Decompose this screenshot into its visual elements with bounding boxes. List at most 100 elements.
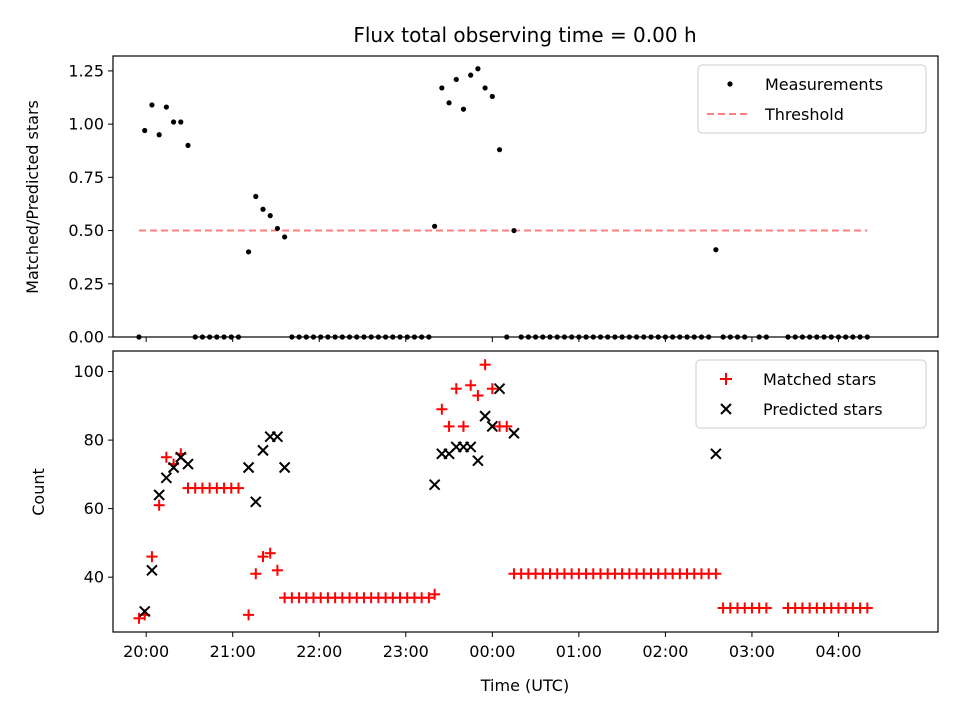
measurement-point: [354, 334, 360, 340]
predicted-star-point: [486, 420, 499, 433]
predicted-star-point: [250, 496, 262, 508]
predicted-star-point: [146, 564, 158, 577]
measurement-point: [814, 334, 820, 340]
measurement-point: [540, 334, 546, 340]
matched-star-point: [133, 612, 145, 624]
measurement-point: [727, 334, 733, 340]
matched-star-point: [436, 403, 448, 415]
x-tick-label: 20:00: [123, 642, 169, 661]
measurement-point: [561, 334, 568, 340]
matched-star-point: [760, 602, 772, 614]
measurement-point: [235, 334, 242, 340]
top-x-ticks: [145, 337, 839, 342]
y-tick-label: 40: [84, 568, 104, 587]
measurement-point: [792, 334, 798, 340]
bottom-plot-frame: [112, 350, 939, 633]
measurement-point: [576, 334, 582, 340]
top-plot-frame: [112, 55, 939, 338]
predicted-star-point: [479, 410, 491, 422]
measurement-point: [303, 334, 309, 340]
measurement-point: [821, 334, 827, 340]
measurement-point: [460, 106, 467, 112]
matched-stars-layer: [133, 359, 873, 624]
measurement-point: [496, 147, 503, 153]
measurement-point: [274, 225, 281, 232]
measurement-point: [633, 334, 640, 340]
measurement-point: [346, 334, 353, 340]
x-tick-label: 02:00: [642, 642, 688, 661]
predicted-star-point: [182, 458, 194, 470]
measurement-point: [742, 334, 748, 340]
measurement-point: [525, 334, 531, 340]
measurement-point: [713, 247, 719, 253]
measurement-point: [375, 334, 381, 340]
matched-star-point: [423, 592, 435, 604]
x-tick-label: 04:00: [815, 642, 861, 661]
bottom-legend-box: [695, 359, 927, 429]
measurement-point: [547, 334, 553, 340]
bottom-panel: 40 60 80 100 20:00 21:00 22:00 23:00 00:00 01:00…: [29, 350, 939, 695]
measurement-point: [518, 334, 524, 340]
measurement-point: [214, 334, 220, 340]
x-tick-label: 22:00: [296, 642, 342, 661]
matched-star-point: [450, 383, 462, 395]
measurement-point: [310, 334, 317, 340]
measurement-point: [426, 334, 432, 340]
measurement-point: [267, 213, 273, 219]
measurement-point: [332, 334, 338, 340]
matched-star-point: [146, 551, 158, 563]
matched-star-point: [465, 379, 477, 391]
predicted-star-point: [472, 454, 484, 467]
predicted-stars-layer: [139, 382, 722, 618]
measurement-point: [554, 334, 560, 340]
measurement-point: [569, 334, 575, 340]
measurement-point: [482, 85, 488, 91]
measurement-point: [799, 334, 806, 340]
measurement-point: [532, 334, 539, 340]
measurement-point: [706, 334, 712, 340]
measurement-point: [136, 334, 142, 340]
measurement-point: [339, 334, 345, 340]
predicted-star-point: [139, 605, 151, 618]
x-tick-label: 03:00: [729, 642, 775, 661]
predicted-star-point: [160, 472, 173, 484]
x-axis-label: Time (UTC): [480, 676, 569, 695]
measurement-point: [411, 334, 418, 340]
x-tick-label: 21:00: [210, 642, 256, 661]
matched-star-point: [429, 588, 441, 600]
measurement-point: [612, 334, 618, 340]
measurement-point: [626, 334, 632, 340]
measurement-point: [785, 334, 791, 340]
measurement-point: [178, 119, 184, 125]
measurement-point: [670, 334, 676, 340]
measurement-point: [583, 334, 589, 340]
measurement-point: [691, 334, 697, 340]
matched-star-point: [472, 390, 484, 402]
measurement-point: [590, 334, 596, 340]
measurements-layer: [136, 66, 870, 340]
measurements-legend-marker: [727, 81, 733, 87]
measurement-point: [192, 334, 198, 340]
x-tick-label: 00:00: [469, 642, 515, 661]
measurement-point: [221, 334, 227, 340]
measurement-point: [439, 85, 445, 91]
matched-star-point: [861, 602, 873, 614]
measurement-point: [207, 334, 213, 340]
matched-star-point: [501, 420, 513, 432]
measurement-point: [698, 334, 705, 340]
measurements-legend-label: Measurements: [765, 75, 883, 94]
predicted-stars-legend-marker: [720, 403, 732, 415]
chart-title: Flux total observing time = 0.00 h: [353, 23, 696, 47]
measurement-point: [253, 193, 259, 200]
measurement-point: [763, 334, 769, 340]
measurement-point: [397, 334, 403, 340]
measurement-point: [156, 132, 162, 138]
bottom-y-ticks: 40 60 80 100: [73, 362, 113, 587]
measurement-point: [662, 334, 669, 340]
measurement-point: [468, 72, 474, 78]
measurement-point: [619, 334, 625, 340]
predicted-star-point: [257, 444, 269, 457]
y-tick-label: 80: [84, 431, 104, 450]
measurement-point: [453, 76, 459, 83]
measurement-point: [511, 227, 517, 234]
